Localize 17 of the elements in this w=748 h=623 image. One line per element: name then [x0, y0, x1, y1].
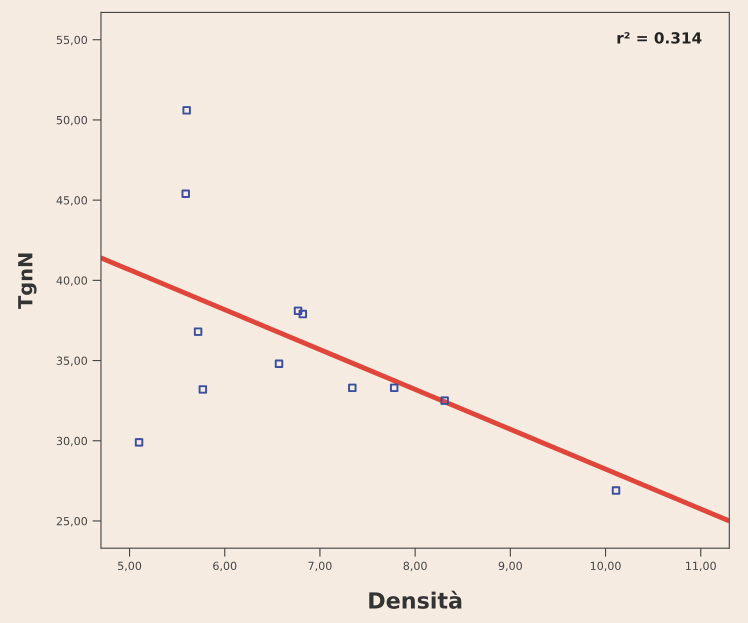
y-tick-label: 50,00: [56, 116, 88, 126]
annotation: r² = 0.314: [617, 32, 702, 44]
y-tick-label: 25,00: [56, 516, 88, 526]
x-tick-label: 10,00: [590, 562, 621, 572]
y-axis-title: TgnN: [18, 253, 37, 309]
y-tick-label: 45,00: [56, 196, 88, 206]
y-tick-label: 30,00: [56, 436, 88, 446]
x-tick-label: 11,00: [686, 562, 716, 572]
y-tick-label: 35,00: [56, 356, 88, 366]
x-tick-label: 6,00: [213, 562, 236, 572]
x-tick-label: 8,00: [404, 562, 427, 572]
x-tick-label: 5,00: [118, 562, 142, 572]
y-tick-label: 55,00: [56, 36, 88, 46]
x-axis-title: Densità: [369, 590, 462, 609]
x-tick-label: 9,00: [498, 562, 522, 572]
y-tick-label: 40,00: [56, 276, 88, 286]
x-tick-label: 7,00: [308, 562, 332, 572]
